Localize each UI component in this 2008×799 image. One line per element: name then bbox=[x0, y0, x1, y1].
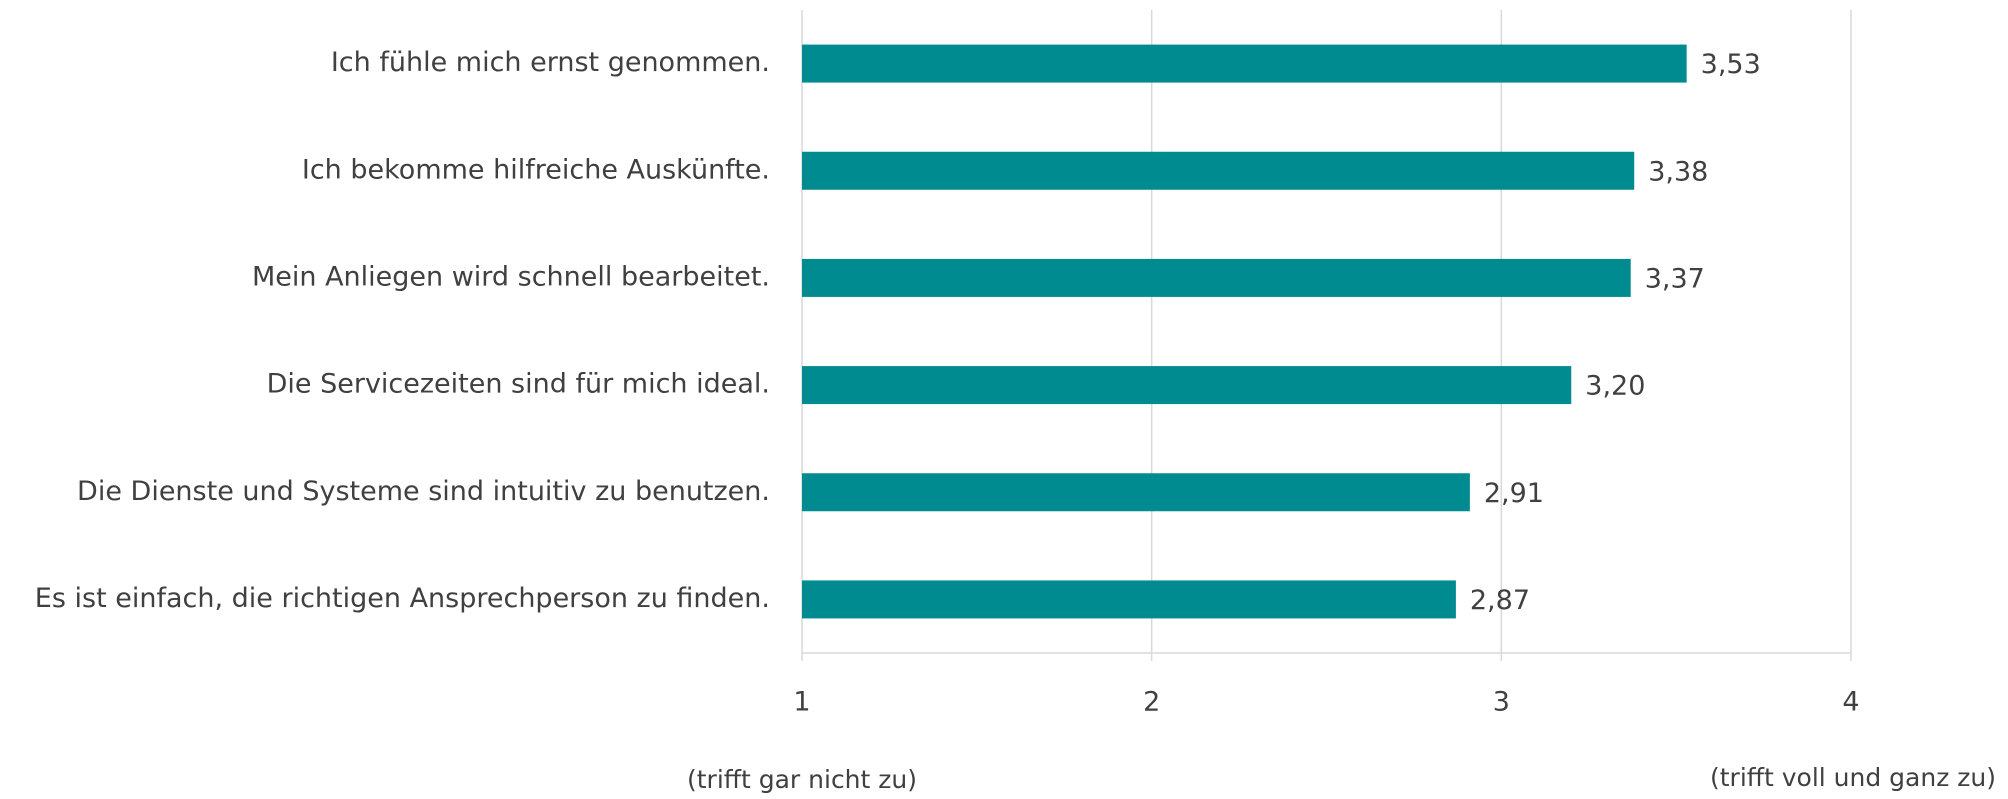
x-tick-label: 1 bbox=[793, 687, 810, 718]
data-label: 3,38 bbox=[1648, 156, 1708, 187]
annotation: (trifft gar nicht zu) bbox=[687, 765, 917, 794]
y-tick-label: Ich bekomme hilfreiche Auskünfte. bbox=[302, 154, 770, 185]
y-tick-label: Ich fühle mich ernst genommen. bbox=[331, 47, 770, 78]
y-tick-label: Die Dienste und Systeme sind intuitiv zu… bbox=[77, 476, 770, 507]
bar bbox=[802, 258, 1631, 297]
bar bbox=[802, 473, 1470, 512]
annotation: (trifft voll und ganz zu) bbox=[1710, 763, 1996, 792]
data-label: 3,20 bbox=[1585, 371, 1645, 402]
bar bbox=[802, 151, 1635, 190]
x-tick-label: 2 bbox=[1143, 687, 1160, 718]
y-tick-label: Es ist einfach, die richtigen Ansprechpe… bbox=[35, 583, 770, 614]
y-tick-label: Mein Anliegen wird schnell bearbeitet. bbox=[252, 261, 770, 292]
y-tick-label: Die Servicezeiten sind für mich ideal. bbox=[267, 369, 770, 400]
data-label: 3,53 bbox=[1701, 49, 1761, 80]
data-label: 2,87 bbox=[1470, 585, 1530, 616]
x-tick-label: 3 bbox=[1493, 687, 1510, 718]
data-label: 2,91 bbox=[1484, 478, 1544, 509]
bar bbox=[802, 366, 1572, 405]
bar bbox=[802, 580, 1456, 619]
x-tick-label: 4 bbox=[1842, 687, 1859, 718]
data-label: 3,37 bbox=[1645, 263, 1705, 294]
bar bbox=[802, 44, 1687, 83]
